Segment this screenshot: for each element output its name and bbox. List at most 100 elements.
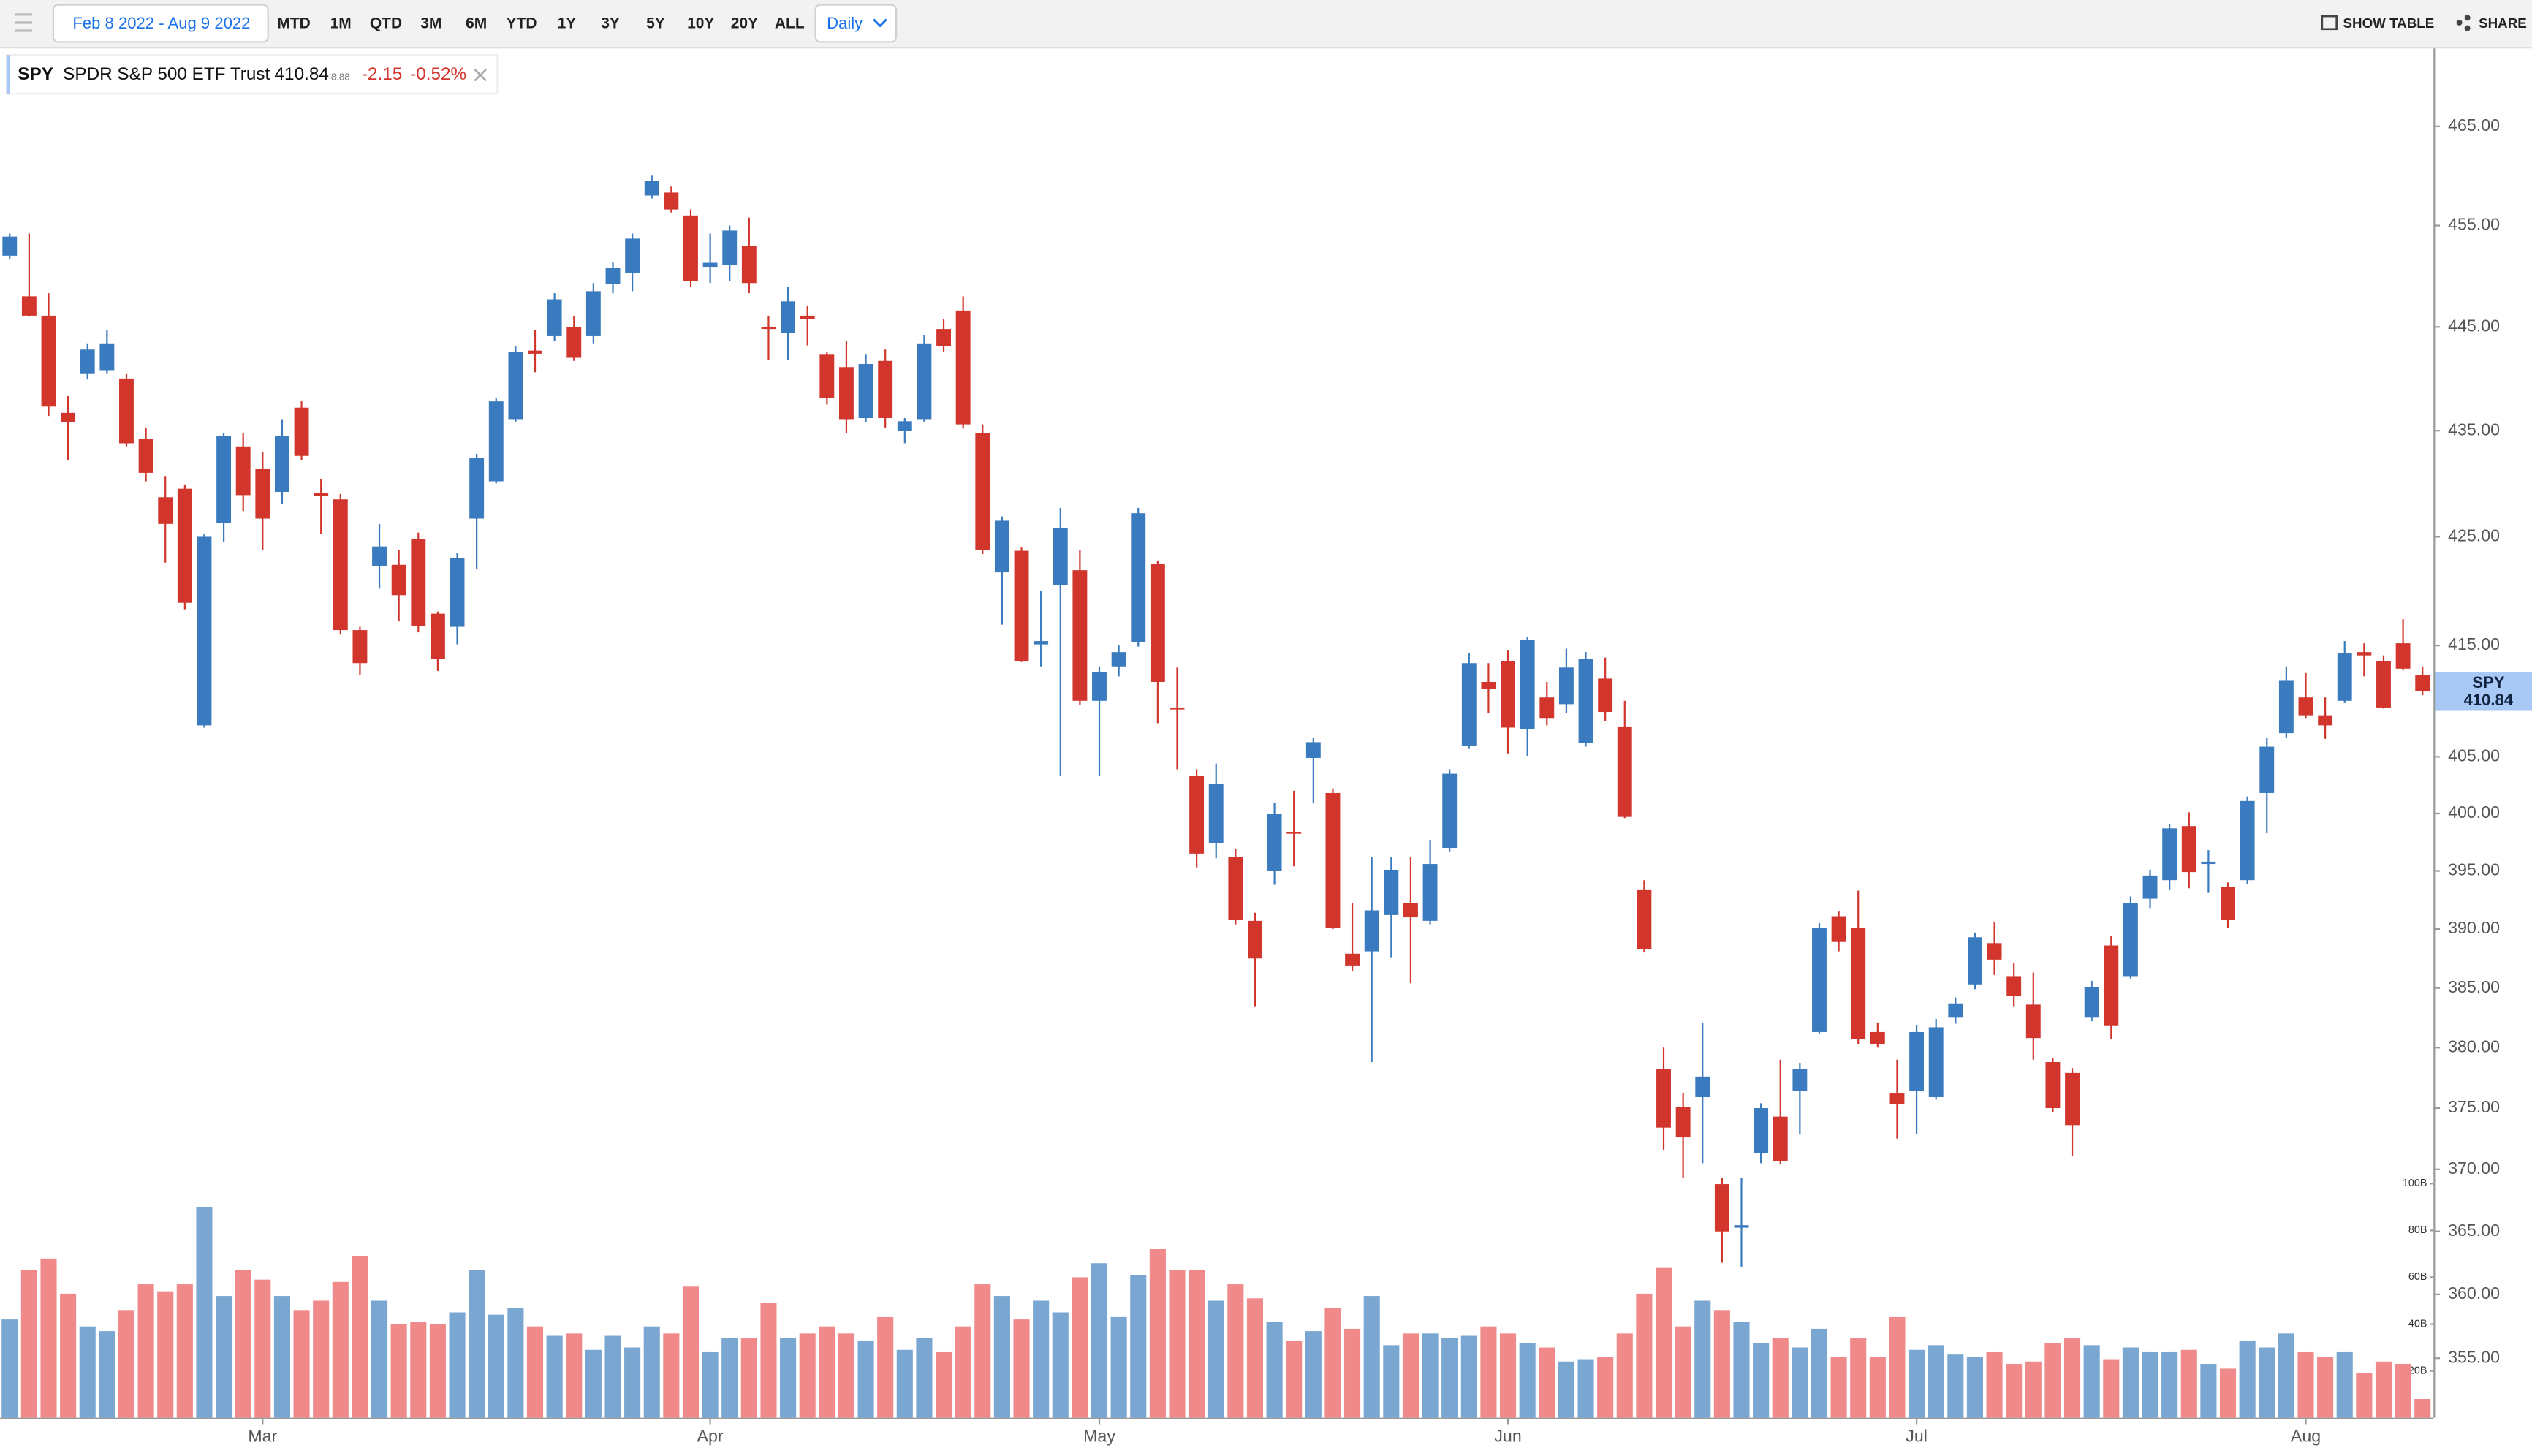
volume-bar: [176, 1284, 193, 1418]
candle-body: [1461, 663, 1477, 746]
candle-body: [1520, 640, 1535, 729]
share-icon[interactable]: [2456, 15, 2471, 31]
legend-price: 410.84: [275, 64, 329, 84]
volume-tick-label: 80B: [2408, 1224, 2427, 1236]
volume-bar: [1110, 1316, 1127, 1418]
candle-body: [197, 536, 212, 726]
volume-bar: [721, 1338, 738, 1418]
volume-bar: [1169, 1270, 1186, 1418]
candle-body: [1909, 1031, 1925, 1091]
candle-body: [488, 401, 504, 482]
volume-bar: [1266, 1322, 1283, 1418]
y-tick-label: 455.00: [2448, 215, 2500, 234]
range-button[interactable]: ALL: [775, 15, 805, 32]
candle-body: [625, 238, 640, 273]
volume-bar: [1402, 1333, 1419, 1418]
candle-body: [1111, 652, 1126, 667]
candle-body: [1189, 776, 1205, 854]
volume-bar: [1363, 1296, 1380, 1418]
y-tick-label: 380.00: [2448, 1036, 2500, 1055]
candle-body: [2240, 800, 2255, 881]
candle-body: [1831, 916, 1846, 942]
volume-bar: [2200, 1363, 2217, 1418]
candle-body: [2181, 826, 2196, 873]
candle-body: [430, 613, 445, 659]
volume-bar: [313, 1300, 330, 1418]
y-tick-label: 375.00: [2448, 1097, 2500, 1116]
candle-body: [2065, 1072, 2080, 1126]
price-tag-symbol: SPY: [2472, 673, 2504, 691]
range-button[interactable]: 10Y: [687, 15, 714, 32]
volume-bar: [2375, 1361, 2392, 1418]
candle-body: [1325, 792, 1341, 928]
show-table[interactable]: SHOW TABLE: [2343, 15, 2435, 31]
volume-bar: [1597, 1357, 1614, 1418]
candle-body: [61, 412, 76, 422]
volume-bar: [1519, 1343, 1536, 1418]
range-button[interactable]: 5Y: [646, 15, 665, 32]
range-button[interactable]: 1M: [330, 15, 352, 32]
dropdown-chevron[interactable]: [873, 18, 887, 28]
candle-body: [2123, 903, 2138, 977]
volume-bar: [1500, 1333, 1517, 1418]
candle-body: [1131, 513, 1146, 642]
range-button[interactable]: 6M: [466, 15, 487, 32]
candle-body: [1072, 570, 1088, 701]
candle-body: [683, 215, 698, 281]
volume-bar: [936, 1351, 952, 1418]
volume-bar: [2044, 1343, 2061, 1418]
volume-bar: [546, 1335, 563, 1418]
candle-body: [547, 299, 562, 336]
y-tick-label: 395.00: [2448, 860, 2500, 879]
volume-bar: [896, 1349, 913, 1418]
menu-icon[interactable]: [14, 13, 33, 32]
candle-body: [352, 630, 368, 664]
range-button[interactable]: YTD: [507, 15, 537, 32]
volume-bar: [780, 1338, 797, 1418]
volume-bar: [1189, 1270, 1205, 1418]
range-button[interactable]: QTD: [370, 15, 402, 32]
range-button[interactable]: 20Y: [731, 15, 758, 32]
range-button[interactable]: 3Y: [601, 15, 620, 32]
candle-body: [294, 407, 309, 456]
x-tick-label: Jul: [1906, 1426, 1928, 1445]
share[interactable]: SHARE: [2479, 15, 2527, 31]
volume-bar: [819, 1326, 835, 1418]
y-tick-label: 405.00: [2448, 746, 2500, 765]
volume-bar: [2297, 1351, 2314, 1418]
volume-bar: [838, 1333, 854, 1418]
date-range-button[interactable]: [52, 4, 269, 43]
legend-close[interactable]: [474, 69, 487, 82]
y-tick-label: 360.00: [2448, 1284, 2500, 1303]
volume-bar: [1636, 1293, 1653, 1418]
volume-bar: [449, 1312, 466, 1418]
volume-bar: [1052, 1312, 1069, 1418]
volume-bar: [1850, 1338, 1867, 1418]
range-button[interactable]: 1Y: [558, 15, 577, 32]
y-tick-label: 365.00: [2448, 1221, 2500, 1240]
candle-body: [1637, 889, 1652, 949]
y-tick-label: 445.00: [2448, 316, 2500, 335]
volume-bar: [1130, 1275, 1147, 1418]
volume-bar: [196, 1207, 213, 1418]
volume-bar: [1772, 1338, 1789, 1418]
volume-bar: [371, 1300, 388, 1418]
interval[interactable]: Daily: [827, 14, 863, 32]
candle-body: [955, 310, 971, 425]
candle-body: [99, 343, 115, 371]
range-button[interactable]: 3M: [420, 15, 441, 32]
candle-body: [1928, 1027, 1944, 1098]
range-button[interactable]: MTD: [277, 15, 310, 32]
price-tag-price: 410.84: [2464, 691, 2514, 709]
volume-bar: [1558, 1361, 1574, 1418]
candle-body: [1773, 1116, 1788, 1161]
candle-body: [1987, 943, 2002, 960]
date-range[interactable]: Feb 8 2022 - Aug 9 2022: [72, 14, 250, 32]
candle-body: [1286, 832, 1302, 834]
candle-body: [2142, 875, 2158, 899]
table-icon[interactable]: [2321, 15, 2338, 31]
interval-button[interactable]: [814, 4, 898, 43]
candle-body: [605, 268, 621, 284]
candle-body: [975, 433, 990, 550]
candle-body: [119, 378, 134, 444]
